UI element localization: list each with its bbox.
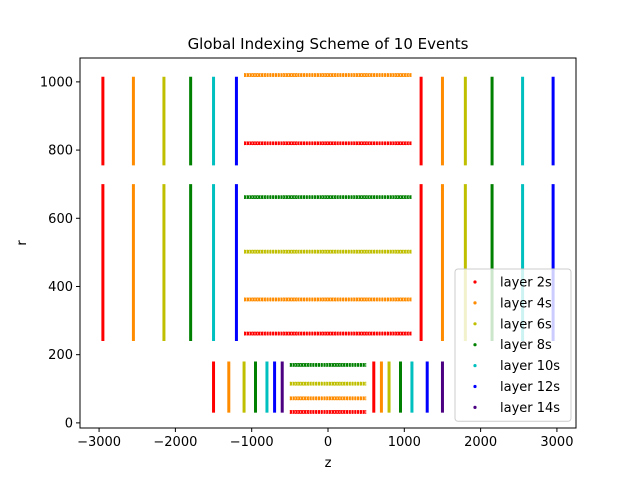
x-tick-label: −2000 [153,435,197,450]
y-tick-label: 200 [48,348,73,363]
legend-label: layer 2s [500,276,552,291]
y-axis-label: r [15,240,30,246]
x-tick-label: −1000 [230,435,274,450]
y-tick-label: 0 [65,416,73,431]
y-tick-label: 1000 [40,75,73,90]
x-axis-label: z [325,456,332,471]
series-layer-8s [189,76,494,413]
legend-label: layer 14s [500,401,560,416]
legend-marker [473,405,477,409]
legend-marker [473,384,477,389]
legend-marker [473,364,477,368]
chart-title: Global Indexing Scheme of 10 Events [188,35,469,53]
series-layer-2s [101,76,423,414]
legend-marker [473,322,477,326]
legend-label: layer 4s [500,296,552,311]
y-axis: 0 200 400 600 800 1000 [40,75,80,431]
legend-label: layer 12s [500,380,560,395]
legend-marker [473,343,477,347]
y-tick-label: 800 [48,144,73,159]
legend-marker [473,280,477,284]
series-layer-10s [212,76,525,413]
legend-box [454,268,572,422]
legend: layer 2s layer 4s layer 6s layer 8s layer 10… [454,268,572,422]
x-tick-label: −3000 [77,435,121,450]
legend-label: layer 6s [500,317,552,332]
plot-area [101,73,555,414]
y-tick-label: 600 [48,212,73,227]
x-axis: −3000 −2000 −1000 0 1000 2000 3000 [77,428,573,450]
legend-marker [473,301,477,305]
x-tick-label: 2000 [464,435,497,450]
x-tick-label: 3000 [540,435,573,450]
series-layer-14s [280,361,444,413]
x-tick-label: 0 [324,435,332,450]
series-layer-4s [131,73,444,413]
legend-label: layer 10s [500,359,560,374]
legend-label: layer 8s [500,338,552,353]
y-tick-label: 400 [48,280,73,295]
x-tick-label: 1000 [388,435,421,450]
